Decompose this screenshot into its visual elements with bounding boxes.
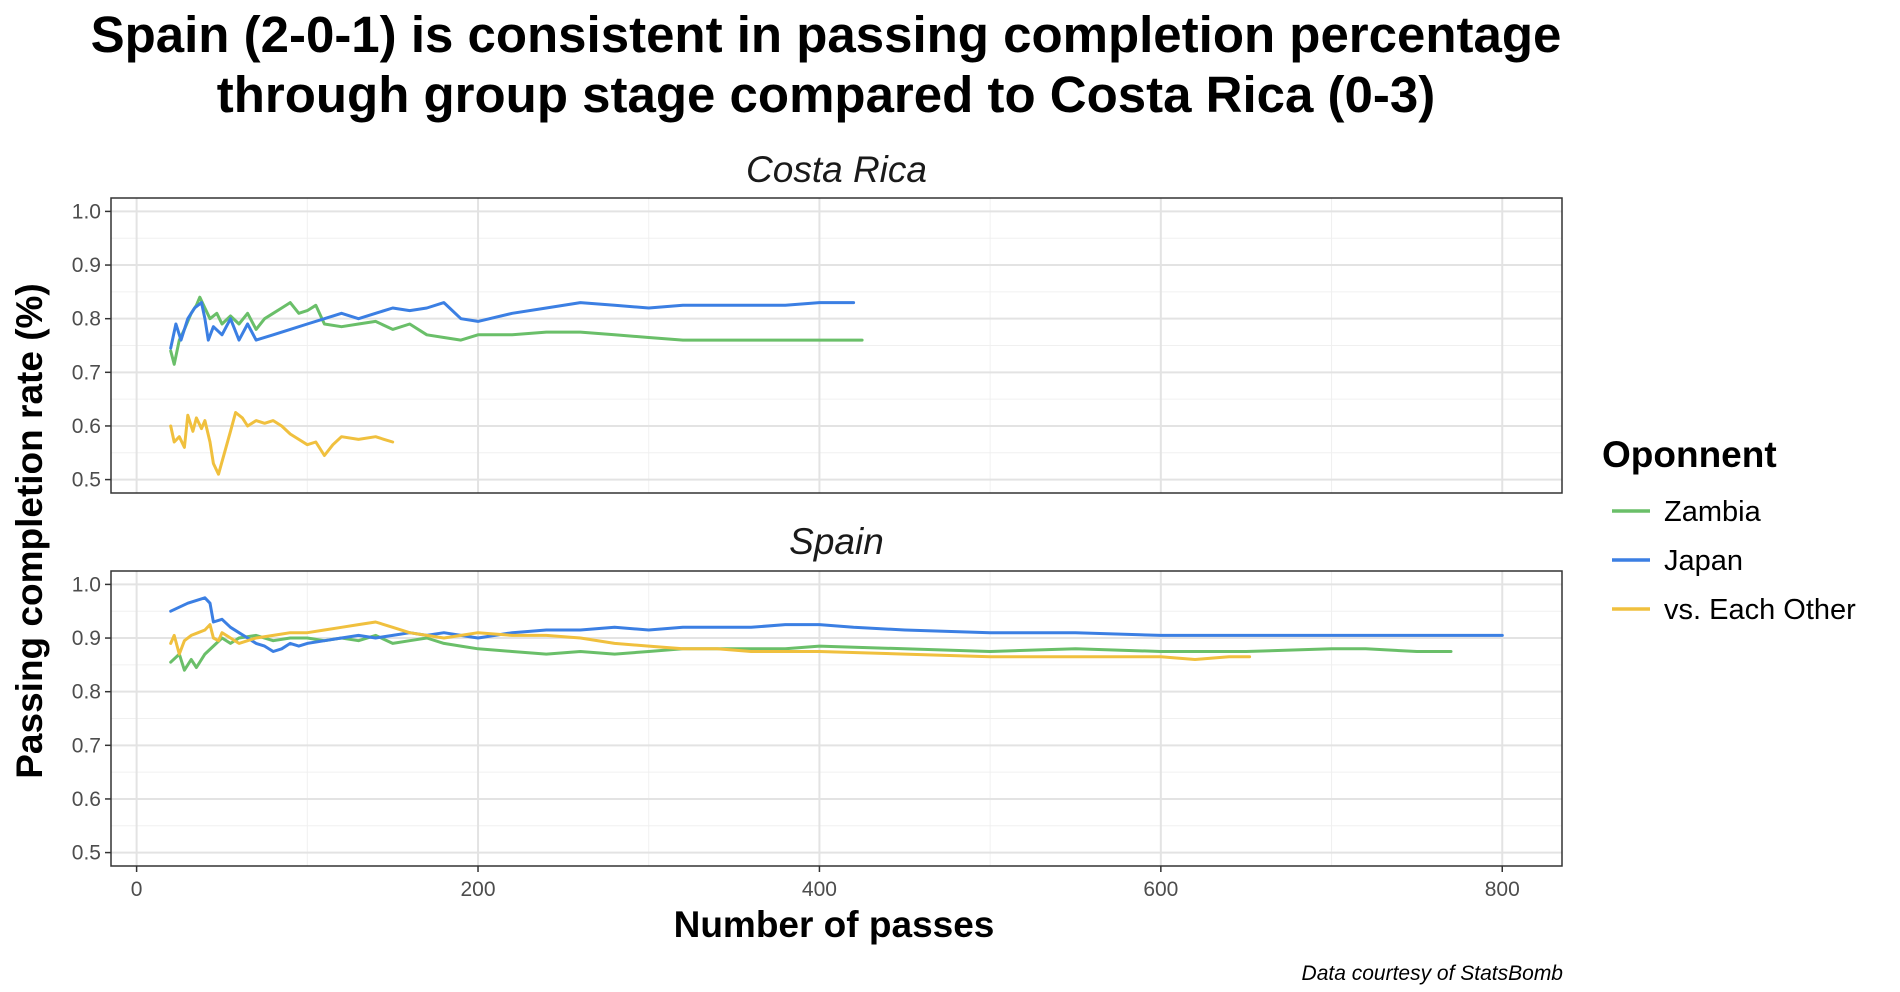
facet-panel-spain: Spain 0.5 0.6 0.7 0.8 0.9 1.0 0 200 400 600 800 [72, 521, 1563, 901]
y-tick-label: 0.6 [72, 788, 101, 811]
series-line-japan [169, 301, 856, 350]
panel-border [110, 197, 1563, 494]
x-tick-label: 400 [802, 878, 837, 901]
y-tick-label: 0.7 [72, 734, 101, 757]
y-tick-label: 0.5 [72, 469, 101, 492]
series-line-zambia [169, 633, 1453, 672]
legend-label: vs. Each Other [1664, 594, 1856, 626]
series-line-zambia [169, 295, 864, 366]
facet-panels: Costa Rica 0.5 0.6 0.7 0.8 0.9 1.0 Spain 0.5 0.6 0… [72, 149, 1563, 901]
legend: Oponnent Zambia Japan vs. Each Other [1602, 434, 1856, 626]
y-tick-label: 0.8 [72, 308, 101, 331]
y-tick-label: 0.9 [72, 627, 101, 650]
y-tick-label: 1.0 [72, 573, 101, 596]
y-axis-title: Passing completion rate (%) [9, 283, 50, 779]
series-line-japan [169, 596, 1504, 653]
y-tick-label: 0.7 [72, 361, 101, 384]
legend-title: Oponnent [1602, 434, 1777, 475]
series-line-vs-each-other [169, 620, 1252, 661]
x-tick-label: 200 [460, 878, 495, 901]
x-tick-label: 600 [1143, 878, 1178, 901]
panel-border [110, 570, 1563, 867]
legend-label: Japan [1664, 545, 1743, 577]
caption: Data courtesy of StatsBomb [1302, 962, 1564, 985]
y-tick-label: 0.9 [72, 254, 101, 277]
facet-title: Costa Rica [746, 149, 927, 190]
y-tick-label: 1.0 [72, 200, 101, 223]
x-tick-label: 0 [131, 878, 143, 901]
chart-title-line-1: Spain (2-0-1) is consistent in passing c… [91, 6, 1562, 63]
chart-title-line-2: through group stage compared to Costa Ri… [217, 66, 1435, 123]
series-line-vs-each-other [169, 411, 395, 476]
y-tick-label: 0.8 [72, 681, 101, 704]
legend-label: Zambia [1664, 496, 1762, 528]
x-axis-title: Number of passes [674, 904, 995, 945]
y-tick-label: 0.5 [72, 842, 101, 865]
facet-panel-costa-rica: Costa Rica 0.5 0.6 0.7 0.8 0.9 1.0 [72, 149, 1563, 494]
facet-title: Spain [789, 521, 884, 562]
x-tick-label: 800 [1485, 878, 1520, 901]
y-tick-label: 0.6 [72, 415, 101, 438]
